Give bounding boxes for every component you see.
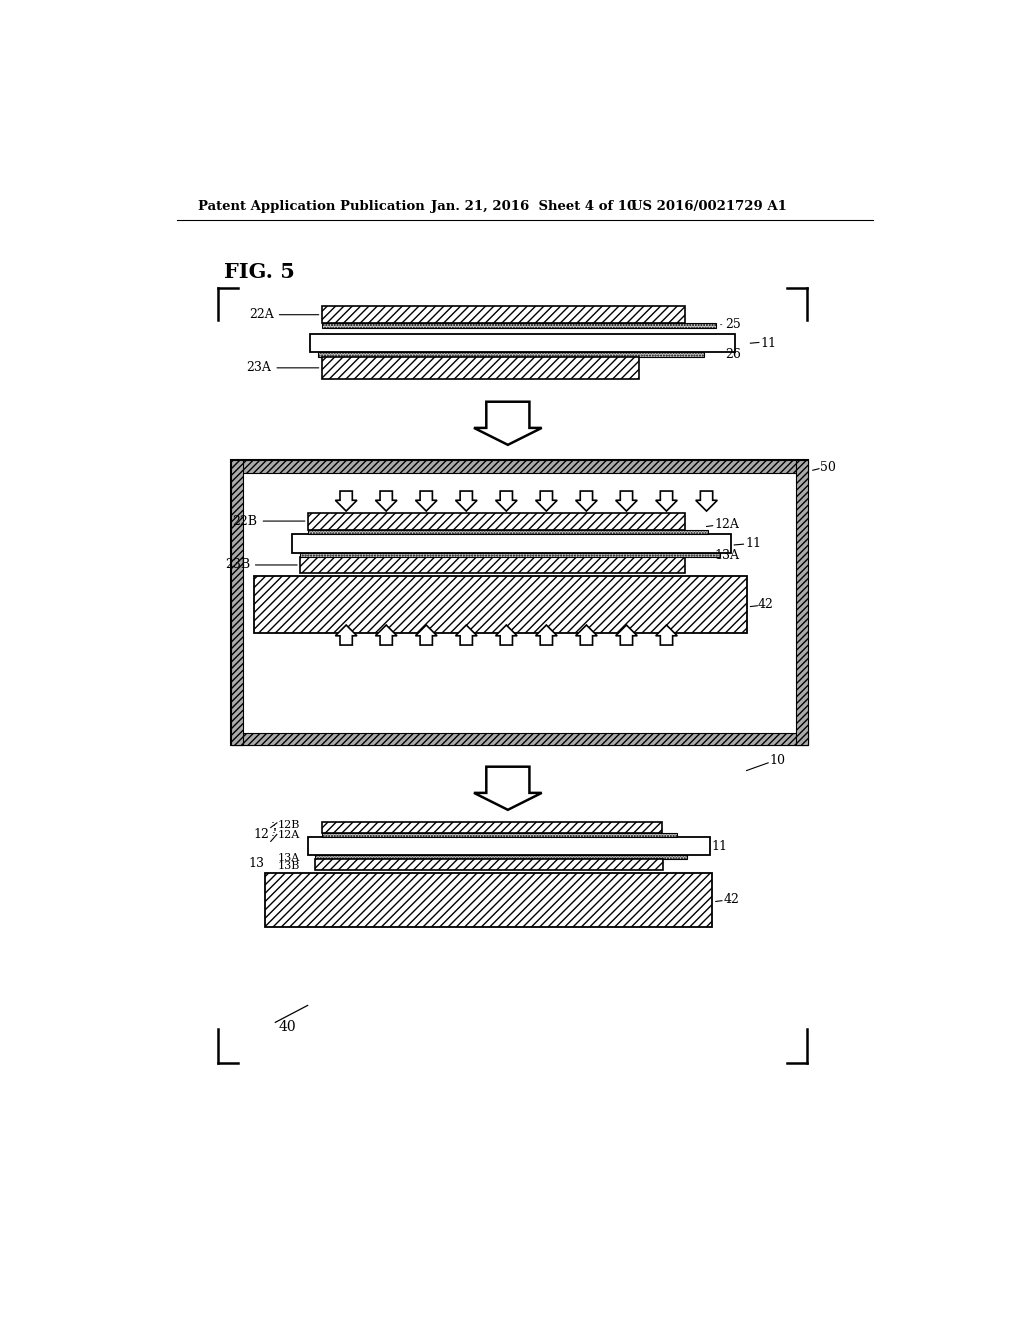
Bar [300,553,720,557]
Polygon shape [376,626,397,645]
Polygon shape [496,626,517,645]
Bar [307,837,710,855]
Text: Jan. 21, 2016  Sheet 4 of 10: Jan. 21, 2016 Sheet 4 of 10 [431,199,636,213]
Text: 13A: 13A [278,853,300,862]
Polygon shape [456,491,477,511]
Text: US 2016/0021729 A1: US 2016/0021729 A1 [631,199,786,213]
Text: 13: 13 [249,857,264,870]
Text: 25: 25 [725,318,740,331]
Text: 12B: 12B [278,820,300,830]
Text: Patent Application Publication: Patent Application Publication [199,199,425,213]
Text: 42: 42 [724,894,739,907]
Polygon shape [695,491,717,511]
Polygon shape [655,491,677,511]
Text: 11: 11 [712,840,728,853]
Polygon shape [474,767,542,810]
Bar [307,512,685,529]
Polygon shape [615,626,637,645]
Text: 22B: 22B [232,515,305,528]
Text: 23A: 23A [247,362,318,375]
Text: 13A: 13A [714,549,739,562]
Text: 23B: 23B [225,558,297,572]
Bar [315,855,686,859]
Polygon shape [496,491,517,511]
Bar [322,306,685,323]
Bar [265,873,712,927]
Bar [310,334,735,352]
Bar [322,833,677,837]
Bar [230,461,808,473]
Polygon shape [536,491,557,511]
Text: 13B: 13B [278,861,300,871]
Text: 11: 11 [761,337,776,350]
Bar [230,461,808,744]
Text: 26: 26 [725,348,741,362]
Bar [254,576,746,634]
Bar [230,461,243,744]
Polygon shape [376,491,397,511]
Bar [796,461,808,744]
Text: 10: 10 [770,754,785,767]
Bar [322,323,716,327]
Bar [322,358,639,379]
Polygon shape [575,491,597,511]
Polygon shape [536,626,557,645]
Text: 50: 50 [819,462,836,474]
Bar [230,733,808,744]
Bar [300,557,685,573]
Bar [307,529,708,535]
Polygon shape [575,626,597,645]
Bar [322,822,662,833]
Polygon shape [655,626,677,645]
Polygon shape [336,491,357,511]
Polygon shape [615,491,637,511]
Bar [292,535,731,553]
Polygon shape [416,491,437,511]
Text: 22A: 22A [249,308,318,321]
Text: 42: 42 [758,598,774,611]
Text: FIG. 5: FIG. 5 [224,263,295,282]
Polygon shape [474,401,542,445]
Bar [315,859,664,870]
Bar [317,352,705,358]
Text: 12: 12 [253,828,269,841]
Polygon shape [416,626,437,645]
Text: 11: 11 [745,537,761,550]
Polygon shape [336,626,357,645]
Text: 12A: 12A [278,830,300,841]
Text: 12A: 12A [714,519,739,532]
Polygon shape [456,626,477,645]
Text: 40: 40 [279,1020,296,1034]
